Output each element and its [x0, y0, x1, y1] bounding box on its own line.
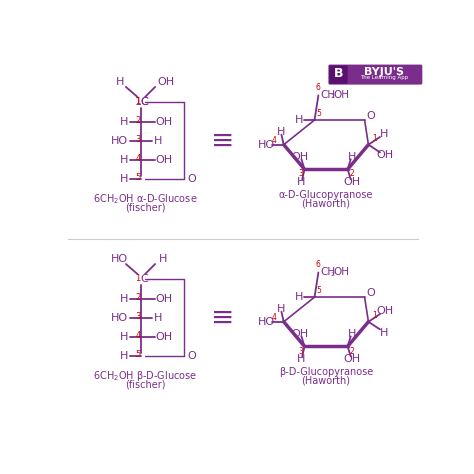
Text: 6CH$_2$OH α-D-Glucose: 6CH$_2$OH α-D-Glucose — [93, 192, 197, 206]
Text: OH: OH — [377, 150, 394, 160]
Text: α-D-Glucopyranose: α-D-Glucopyranose — [279, 190, 373, 200]
Text: H: H — [154, 136, 163, 146]
Text: OH: OH — [156, 117, 173, 127]
Text: BYJU'S: BYJU'S — [364, 66, 404, 76]
Text: OH: OH — [156, 155, 173, 165]
Text: OH: OH — [157, 77, 174, 87]
Text: 2: 2 — [331, 94, 335, 100]
Text: HO: HO — [111, 136, 128, 146]
Text: 2: 2 — [136, 292, 141, 301]
Text: C: C — [140, 273, 148, 283]
Text: H: H — [159, 255, 167, 264]
Text: 5: 5 — [316, 286, 321, 295]
Text: C: C — [140, 97, 148, 107]
Text: H: H — [297, 177, 306, 187]
Text: HO: HO — [111, 255, 128, 264]
Text: 6CH$_2$OH β-D-Glucose: 6CH$_2$OH β-D-Glucose — [93, 369, 197, 383]
Text: H: H — [380, 328, 388, 337]
Text: H: H — [120, 332, 128, 342]
Text: H: H — [297, 354, 306, 364]
Text: H: H — [120, 351, 128, 361]
Text: The Learning App: The Learning App — [360, 75, 408, 80]
Text: H: H — [154, 313, 163, 323]
Text: 1: 1 — [372, 311, 377, 320]
Text: 3: 3 — [136, 135, 141, 144]
Text: 3: 3 — [136, 312, 141, 321]
Text: 4: 4 — [136, 154, 141, 163]
Text: H: H — [348, 329, 356, 339]
Text: 1: 1 — [136, 274, 141, 283]
Text: H: H — [120, 155, 128, 165]
Text: H: H — [120, 117, 128, 127]
Text: ≡: ≡ — [210, 127, 234, 155]
Text: 1: 1 — [372, 134, 377, 143]
Text: 5: 5 — [136, 350, 141, 359]
Text: 2: 2 — [349, 169, 354, 178]
Text: 4: 4 — [272, 313, 277, 322]
Text: OH: OH — [377, 306, 394, 316]
Text: CH: CH — [320, 267, 335, 277]
Text: H: H — [116, 77, 124, 87]
Text: 6: 6 — [316, 260, 321, 269]
Text: 1C: 1C — [135, 97, 149, 107]
Text: (Haworth): (Haworth) — [301, 198, 351, 208]
Text: 2: 2 — [349, 346, 354, 356]
Text: β-D-Glucopyranose: β-D-Glucopyranose — [279, 367, 373, 377]
Text: (fischer): (fischer) — [125, 380, 165, 390]
Text: 1: 1 — [136, 97, 141, 106]
Text: B: B — [334, 67, 343, 80]
FancyBboxPatch shape — [329, 65, 347, 84]
Text: CH: CH — [320, 91, 335, 100]
Text: HO: HO — [258, 317, 275, 327]
Text: O: O — [366, 288, 375, 298]
Text: 4: 4 — [136, 331, 141, 340]
Text: 3: 3 — [298, 346, 303, 356]
Text: OH: OH — [344, 354, 361, 364]
Text: 3: 3 — [298, 169, 303, 178]
Text: OH: OH — [292, 329, 309, 339]
Text: O: O — [366, 111, 375, 121]
Text: O: O — [187, 351, 196, 361]
Text: 6: 6 — [316, 83, 321, 92]
Text: H: H — [295, 292, 303, 302]
Text: H: H — [276, 128, 285, 137]
Text: ≡: ≡ — [210, 304, 234, 332]
Text: HO: HO — [111, 313, 128, 323]
Text: OH: OH — [156, 294, 173, 304]
Text: H: H — [295, 115, 303, 125]
Text: 4: 4 — [272, 137, 277, 146]
Text: H: H — [120, 294, 128, 304]
Text: OH: OH — [334, 91, 350, 100]
Text: OH: OH — [334, 267, 350, 277]
Text: HO: HO — [258, 140, 275, 150]
Text: OH: OH — [156, 332, 173, 342]
Text: (fischer): (fischer) — [125, 203, 165, 213]
Text: OH: OH — [292, 152, 309, 162]
Text: H: H — [348, 152, 356, 162]
Text: H: H — [276, 304, 285, 314]
Text: 2: 2 — [136, 116, 141, 125]
Text: 5: 5 — [316, 109, 321, 118]
Text: H: H — [120, 174, 128, 184]
Text: O: O — [187, 174, 196, 184]
FancyBboxPatch shape — [328, 64, 422, 84]
Text: 5: 5 — [136, 173, 141, 182]
Text: (Haworth): (Haworth) — [301, 375, 351, 385]
Text: H: H — [380, 129, 388, 139]
Text: 2: 2 — [331, 272, 335, 276]
Text: OH: OH — [344, 177, 361, 187]
